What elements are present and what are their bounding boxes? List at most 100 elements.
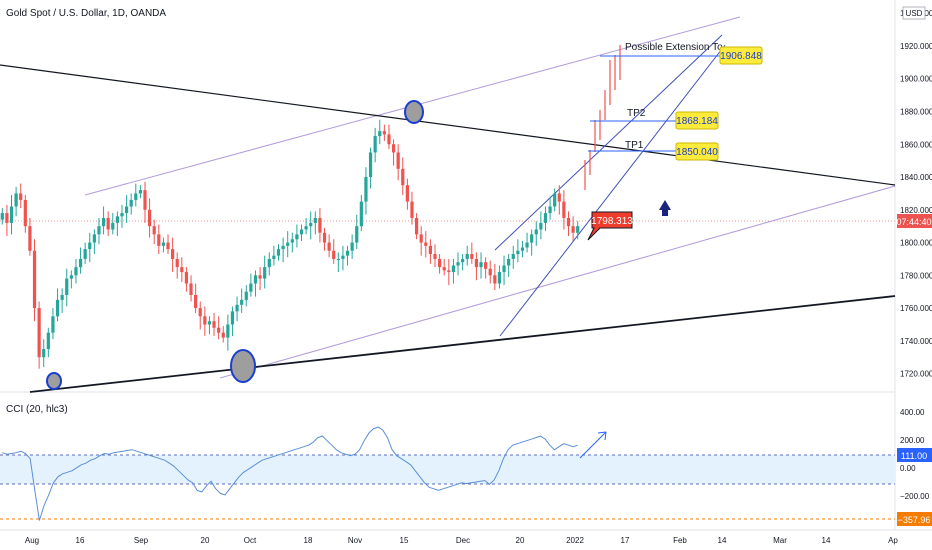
candle-body xyxy=(157,234,161,246)
candle-body xyxy=(405,185,409,202)
candle-body xyxy=(46,332,50,350)
price-tick-label: 1780.000 xyxy=(900,271,932,280)
candle-body xyxy=(207,321,212,325)
candle-body xyxy=(456,262,460,266)
candle-body xyxy=(562,201,566,218)
current-price-axis-badge-text: 07:44:40 xyxy=(896,217,931,227)
tp1-label: TP1 xyxy=(625,140,644,151)
candle-body xyxy=(194,294,198,309)
candle-body xyxy=(566,217,571,227)
candle-body xyxy=(276,249,281,256)
candle-body xyxy=(226,324,230,338)
candle-body xyxy=(152,226,156,235)
cci-axis[interactable]: 400.00 200.00 0.00 −200.00 xyxy=(900,408,930,501)
candle-body xyxy=(451,265,456,273)
candle-body xyxy=(106,217,110,230)
candle-body xyxy=(313,217,317,223)
tp2-label: TP2 xyxy=(627,108,646,119)
candle-body xyxy=(32,250,37,309)
time-axis[interactable]: Aug 16 Sep 20 Oct 18 Nov 15 Dec 20 2022 17 Feb 14 Mar 1… xyxy=(25,536,899,545)
candle-body xyxy=(442,267,446,271)
candle-body xyxy=(290,239,294,243)
candle-body xyxy=(359,201,363,227)
candle-body xyxy=(309,222,313,227)
candle-body xyxy=(336,258,340,260)
candle-body xyxy=(78,258,83,268)
candle-body xyxy=(217,327,221,333)
candle-body xyxy=(341,255,345,259)
candle-body xyxy=(350,242,354,251)
candle-body xyxy=(470,254,474,259)
candle-body xyxy=(382,131,386,135)
price-tick-label: 1920.000 xyxy=(900,42,932,51)
price-tick-label: 1760.000 xyxy=(900,304,932,313)
candle-body xyxy=(530,234,534,243)
price-tick-label: 1840.000 xyxy=(900,173,932,182)
ascending-trendline xyxy=(29,295,896,393)
candle-body xyxy=(322,232,327,243)
candle-body xyxy=(493,275,497,284)
candle-body xyxy=(414,217,419,235)
candle-body xyxy=(488,268,492,276)
candle-body xyxy=(484,262,488,269)
cci-line xyxy=(2,426,578,521)
candle-body xyxy=(479,262,483,268)
current-price-callout-text: 1798.313 xyxy=(591,216,633,227)
candle-body xyxy=(378,131,382,137)
candle-body xyxy=(9,206,14,223)
candle-body xyxy=(534,229,538,235)
tp1-level-text: 1850.040 xyxy=(676,147,718,158)
tp2-level-box xyxy=(675,111,719,130)
time-tick-label: 14 xyxy=(822,536,831,545)
candle-body xyxy=(19,193,23,200)
candle-body xyxy=(263,267,267,279)
time-tick-label: 20 xyxy=(201,536,210,545)
candle-body xyxy=(267,258,271,268)
candle-body xyxy=(244,291,248,300)
candle-body xyxy=(447,270,451,273)
candle-body xyxy=(502,265,506,273)
time-tick-label: 17 xyxy=(621,536,630,545)
time-tick-label: 18 xyxy=(304,536,313,545)
time-tick-label: Feb xyxy=(673,536,687,545)
cci-tick-label: 400.00 xyxy=(900,408,925,417)
candle-body xyxy=(230,311,235,325)
candle-body xyxy=(97,226,101,235)
candle-body xyxy=(189,283,193,295)
candle-body xyxy=(410,201,414,218)
candle-body xyxy=(281,245,285,250)
candle-body xyxy=(0,213,4,220)
price-tick-label: 1720.000 xyxy=(900,370,932,379)
candle-body xyxy=(28,226,32,251)
candle-body xyxy=(345,250,350,256)
candle-body xyxy=(520,247,525,251)
candle-body xyxy=(184,272,189,284)
candle-body xyxy=(180,267,184,273)
time-tick-label: Sep xyxy=(134,536,149,545)
candle-body xyxy=(396,152,400,169)
candle-body xyxy=(364,177,368,202)
candle-body xyxy=(497,272,502,284)
time-tick-label: Aug xyxy=(25,536,39,545)
candle-body xyxy=(115,216,119,223)
currency-box[interactable] xyxy=(902,6,926,20)
pivot-low-circle-1 xyxy=(46,372,62,390)
candle-body xyxy=(23,199,27,227)
candle-body xyxy=(138,190,143,194)
descending-trendline xyxy=(0,64,896,186)
currency-label: USD xyxy=(906,9,923,18)
candle-body xyxy=(134,193,138,200)
candle-body xyxy=(539,222,543,230)
pivot-high-circle xyxy=(404,100,424,124)
cci-low-badge-text: −357.96 xyxy=(898,515,931,525)
time-tick-label: Oct xyxy=(244,536,257,545)
candle-body xyxy=(101,217,106,227)
candle-body xyxy=(60,294,64,300)
candle-body xyxy=(147,209,152,227)
candle-body xyxy=(14,193,18,207)
candle-body xyxy=(65,278,69,295)
time-tick-label: Dec xyxy=(456,536,470,545)
candle-body xyxy=(304,226,308,230)
cci-tick-label: −200.00 xyxy=(900,492,930,501)
